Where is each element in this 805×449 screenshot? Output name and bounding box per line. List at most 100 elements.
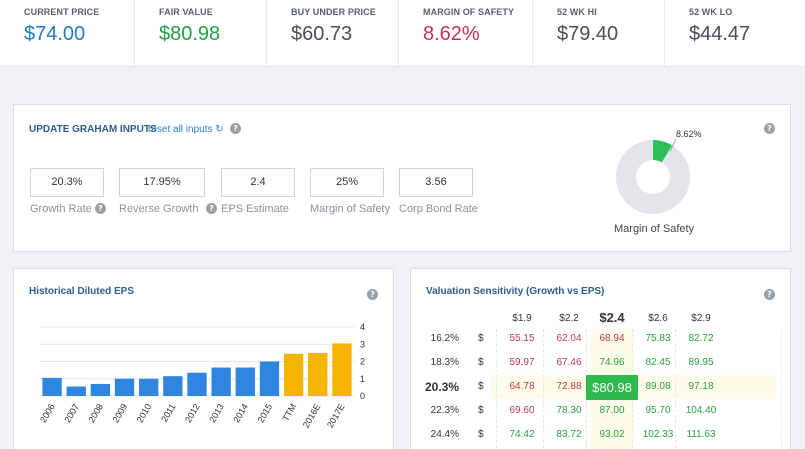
stats-bar: CURRENT PRICE $74.00 FAIR VALUE $80.98 B… <box>0 0 805 67</box>
margin-of-safety-input[interactable]: 25% <box>310 168 384 197</box>
eps-bar <box>235 367 255 396</box>
help-icon[interactable]: ? <box>764 123 775 134</box>
stat-current-price: CURRENT PRICE $74.00 <box>0 0 130 67</box>
x-tick-label: TTM <box>280 402 298 423</box>
grid-divider <box>496 329 497 449</box>
stat-label: FAIR VALUE <box>159 7 213 17</box>
eps-column-header: $2.9 <box>691 313 711 324</box>
valuation-sensitivity-panel: Valuation Sensitivity (Growth vs EPS) ? … <box>410 268 791 449</box>
help-icon[interactable]: ? <box>95 203 106 214</box>
sensitivity-cell: 55.15 <box>509 333 535 344</box>
donut-leader-line <box>669 138 677 152</box>
sensitivity-cell: 59.97 <box>509 357 535 368</box>
sensitivity-cell: 83.72 <box>556 429 582 440</box>
stat-value: $60.73 <box>291 23 353 45</box>
stat-label: MARGIN OF SAFETY <box>423 7 515 17</box>
growth-row-header: 24.4% <box>430 429 459 440</box>
graham-inputs-panel: UPDATE GRAHAM INPUTS reset all inputs ↻ … <box>13 104 791 252</box>
y-tick-label: 1 <box>360 374 365 384</box>
valuation-sensitivity-title: Valuation Sensitivity (Growth vs EPS) <box>426 286 605 297</box>
currency-symbol: $ <box>478 357 484 368</box>
stat-label: BUY UNDER PRICE <box>291 7 376 17</box>
x-tick-label: 2006 <box>38 402 57 424</box>
fair-value-cell: $80.98 <box>586 375 638 400</box>
y-tick-label: 2 <box>360 357 365 367</box>
sensitivity-cell: 78.30 <box>556 405 582 416</box>
eps-column-header: $2.6 <box>648 313 668 324</box>
x-tick-label: 2010 <box>135 402 154 424</box>
x-tick-label: 2011 <box>159 402 177 424</box>
stat-label: 52 WK LO <box>689 7 733 17</box>
eps-bar <box>90 383 111 396</box>
corp-bond-rate-label: Corp Bond Rate <box>399 203 478 215</box>
eps-bar <box>332 343 352 396</box>
grid-divider <box>781 329 782 449</box>
stat-value: 8.62% <box>423 23 480 45</box>
eps-bar <box>66 386 86 396</box>
eps-bar <box>114 378 135 396</box>
x-tick-label: 2013 <box>207 402 226 424</box>
x-tick-label: 2014 <box>231 402 250 424</box>
growth-row-header: 16.2% <box>430 333 459 344</box>
historical-eps-panel: Historical Diluted EPS ? 4 3 2 1 0 2006 2007 20… <box>13 268 394 449</box>
stat-52wk-lo: 52 WK LO $44.47 <box>664 0 805 67</box>
currency-symbol: $ <box>478 381 484 392</box>
sensitivity-cell: 69.60 <box>509 405 535 416</box>
eps-bar <box>42 377 62 396</box>
reset-all-inputs-link[interactable]: reset all inputs ↻ <box>148 124 224 135</box>
currency-symbol: $ <box>478 333 484 344</box>
stat-value: $80.98 <box>159 23 221 45</box>
x-tick-label: 2015 <box>256 402 275 424</box>
help-icon[interactable]: ? <box>367 289 378 300</box>
x-tick-label: 2008 <box>86 402 105 424</box>
sensitivity-cell: 111.63 <box>686 429 716 440</box>
sensitivity-cell: 87.00 <box>599 405 625 416</box>
eps-column-header: $2.2 <box>559 313 579 324</box>
sensitivity-cell: 74.96 <box>599 357 625 368</box>
growth-row-header: 20.3% <box>424 380 459 394</box>
sensitivity-cell: 74.42 <box>509 429 535 440</box>
x-tick-label: 2007 <box>62 402 81 424</box>
sensitivity-cell: 102.33 <box>642 429 674 440</box>
graham-inputs-title: UPDATE GRAHAM INPUTS <box>29 124 157 135</box>
stat-52wk-hi: 52 WK HI $79.40 <box>532 0 664 67</box>
growth-rate-label: Growth Rate <box>30 203 92 215</box>
eps-estimate-label: EPS Estimate <box>221 203 289 215</box>
stat-buy-under-price: BUY UNDER PRICE $60.73 <box>266 0 398 67</box>
stat-label: 52 WK HI <box>557 7 597 17</box>
growth-row-header: 22.3% <box>430 405 459 416</box>
donut-margin-slice <box>653 140 673 163</box>
growth-rate-input[interactable]: 20.3% <box>30 168 104 197</box>
sensitivity-cell: 82.45 <box>645 357 671 368</box>
help-icon[interactable]: ? <box>764 289 775 300</box>
corp-bond-rate-input[interactable]: 3.56 <box>399 168 473 197</box>
sensitivity-cell: 82.72 <box>688 333 714 344</box>
currency-symbol: $ <box>478 405 484 416</box>
help-icon[interactable]: ? <box>230 123 241 134</box>
x-tick-label: 2017E <box>325 402 347 430</box>
eps-column-header: $2.4 <box>599 310 625 325</box>
eps-bar <box>211 367 231 396</box>
help-icon[interactable]: ? <box>206 203 217 214</box>
eps-bar-chart: 4 3 2 1 0 2006 2007 2008 2009 2010 2011 2012 2013 201… <box>38 322 365 430</box>
margin-of-safety-donut <box>616 138 690 214</box>
y-tick-label: 0 <box>360 391 365 401</box>
x-tick-label: 2012 <box>183 402 202 424</box>
x-tick-label: 2009 <box>111 402 130 424</box>
eps-bar <box>163 376 183 396</box>
margin-of-safety-label: Margin of Safety <box>310 203 391 215</box>
stat-label: CURRENT PRICE <box>24 7 100 17</box>
grid-divider <box>675 329 676 449</box>
eps-estimate-input[interactable]: 2.4 <box>221 168 295 197</box>
sensitivity-cell: 64.78 <box>509 381 535 392</box>
sensitivity-cell: 89.08 <box>645 381 671 392</box>
growth-row-header: 18.3% <box>430 357 459 368</box>
sensitivity-cell: 104.40 <box>685 405 717 416</box>
sensitivity-cell: 68.94 <box>599 333 625 344</box>
sensitivity-cell: 97.18 <box>688 381 714 392</box>
margin-of-safety-caption: Margin of Safety <box>614 223 695 235</box>
grid-divider <box>543 329 544 449</box>
y-tick-label: 3 <box>360 339 365 349</box>
sensitivity-cell: 95.70 <box>645 405 671 416</box>
reverse-growth-input[interactable]: 17.95% <box>119 168 205 197</box>
